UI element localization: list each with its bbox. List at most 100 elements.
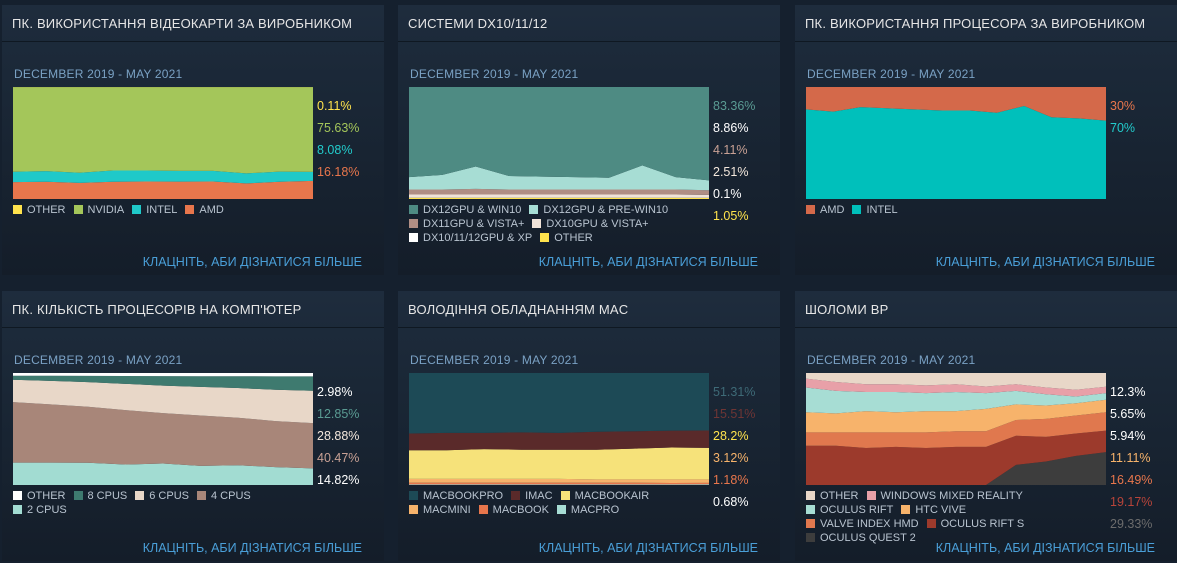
chart-canvas xyxy=(806,87,1106,199)
legend-item: OCULUS RIFT S xyxy=(926,517,1025,531)
legend-item: WINDOWS MIXED REALITY xyxy=(866,489,1023,503)
learn-more-link[interactable]: КЛАЦНІТЬ, АБИ ДІЗНАТИСЯ БІЛЬШЕ xyxy=(935,541,1155,555)
area-series-other xyxy=(806,373,1106,390)
legend-swatch xyxy=(409,233,418,242)
legend-swatch xyxy=(409,505,418,514)
current-value: 29.33% xyxy=(1110,517,1153,531)
legend-label: 4 CPUS xyxy=(211,490,251,502)
current-values: 0.11% 75.63% 8.08% 16.18% xyxy=(317,95,359,183)
legend-swatch xyxy=(73,491,83,500)
legend-swatch xyxy=(806,505,815,514)
legend-swatch xyxy=(13,505,22,514)
legend-label: OCULUS RIFT xyxy=(820,504,894,516)
legend-item: MACBOOK xyxy=(478,503,549,517)
stacked-area-chart xyxy=(806,87,1106,199)
area-series-amd xyxy=(806,87,1106,121)
panel-divider xyxy=(795,327,1177,328)
area-series-other xyxy=(13,373,313,377)
area-series-macbookpro xyxy=(409,373,709,434)
legend-label: MACBOOKAIR xyxy=(574,490,650,502)
legend-label: OCULUS RIFT S xyxy=(940,518,1025,530)
current-values: 30% 70% xyxy=(1110,95,1135,139)
chart-legend: OTHER NVIDIA INTEL AMD xyxy=(13,203,313,217)
legend-item: OTHER xyxy=(13,489,66,503)
area-series-4-cpus xyxy=(13,402,313,469)
legend-swatch xyxy=(13,205,22,214)
area-series-imac xyxy=(409,430,709,451)
date-range: DECEMBER 2019 - MAY 2021 xyxy=(14,353,183,367)
current-value: 19.17% xyxy=(1110,495,1153,509)
legend-swatch xyxy=(529,205,539,214)
chart-panel[interactable]: ШОЛОМИ ВР DECEMBER 2019 - MAY 2021 12.3% 5.… xyxy=(795,291,1177,561)
legend-swatch xyxy=(532,219,542,228)
legend-swatch xyxy=(806,519,815,528)
legend-swatch xyxy=(511,491,521,500)
learn-more-link[interactable]: КЛАЦНІТЬ, АБИ ДІЗНАТИСЯ БІЛЬШЕ xyxy=(538,255,758,269)
legend-item: HTC VIVE xyxy=(901,503,966,517)
legend-label: HTC VIVE xyxy=(915,504,967,516)
date-range: DECEMBER 2019 - MAY 2021 xyxy=(410,67,579,81)
legend-label: DX10GPU & VISTA+ xyxy=(546,218,649,230)
date-range: DECEMBER 2019 - MAY 2021 xyxy=(410,353,579,367)
area-series-8-cpus xyxy=(13,375,313,391)
chart-canvas xyxy=(409,373,709,485)
legend-swatch xyxy=(806,491,815,500)
learn-more-link[interactable]: КЛАЦНІТЬ, АБИ ДІЗНАТИСЯ БІЛЬШЕ xyxy=(142,541,362,555)
legend-item: MACMINI xyxy=(409,503,471,517)
current-values: 83.36% 8.86% 4.11% 2.51% 0.1% 1.05% xyxy=(713,95,755,227)
learn-more-link[interactable]: КЛАЦНІТЬ, АБИ ДІЗНАТИСЯ БІЛЬШЕ xyxy=(142,255,362,269)
chart-panel[interactable]: ПК. ВИКОРИСТАННЯ ПРОЦЕСОРА ЗА ВИРОБНИКОМ… xyxy=(795,5,1177,275)
chart-legend: DX12GPU & WIN10 DX12GPU & PRE-WIN10 DX11GP… xyxy=(409,203,709,245)
chart-legend: OTHER WINDOWS MIXED REALITY OCULUS RIFT HTC… xyxy=(806,489,1106,545)
legend-label: IMAC xyxy=(525,490,553,502)
legend-label: WINDOWS MIXED REALITY xyxy=(880,490,1023,502)
legend-swatch xyxy=(901,505,911,514)
current-values: 12.3% 5.65% 5.94% 11.11% 16.49% 19.17% 29.33% xyxy=(1110,381,1152,535)
legend-label: AMD xyxy=(820,204,845,216)
chart-panel[interactable]: ПК. КІЛЬКІСТЬ ПРОЦЕСОРІВ НА КОМП'ЮТЕР DEC… xyxy=(2,291,384,561)
legend-label: DX12GPU & WIN10 xyxy=(423,204,522,216)
stacked-area-chart xyxy=(409,373,709,485)
date-range: DECEMBER 2019 - MAY 2021 xyxy=(807,353,976,367)
legend-label: 6 CPUS xyxy=(149,490,189,502)
current-value: 70% xyxy=(1110,121,1136,135)
current-value: 40.47% xyxy=(317,451,360,465)
legend-swatch xyxy=(556,505,566,514)
legend-item: 8 CPUS xyxy=(73,489,127,503)
legend-item: MACBOOKAIR xyxy=(560,489,650,503)
legend-label: VALVE INDEX HMD xyxy=(820,518,919,530)
legend-swatch xyxy=(409,491,418,500)
legend-label: 2 CPUS xyxy=(27,504,67,516)
area-series-oculus-rift-s xyxy=(806,430,1106,485)
current-value: 28.2% xyxy=(713,429,749,443)
legend-swatch xyxy=(409,205,418,214)
legend-item: VALVE INDEX HMD xyxy=(806,517,919,531)
area-series-2-cpus xyxy=(13,462,313,485)
current-value: 75.63% xyxy=(317,121,360,135)
legend-item: DX10/11/12GPU & XP xyxy=(409,231,532,245)
learn-more-link[interactable]: КЛАЦНІТЬ, АБИ ДІЗНАТИСЯ БІЛЬШЕ xyxy=(538,541,758,555)
current-value: 15.51% xyxy=(713,407,756,421)
chart-panel[interactable]: ПК. ВИКОРИСТАННЯ ВІДЕОКАРТИ ЗА ВИРОБНИКО… xyxy=(2,5,384,275)
legend-swatch xyxy=(560,491,570,500)
legend-swatch xyxy=(13,491,22,500)
chart-panel[interactable]: СИСТЕМИ DX10/11/12 DECEMBER 2019 - MAY 20… xyxy=(398,5,780,275)
legend-swatch xyxy=(540,233,550,242)
panel-title: ПК. ВИКОРИСТАННЯ ВІДЕОКАРТИ ЗА ВИРОБНИКО… xyxy=(12,16,353,31)
chart-panel[interactable]: ВОЛОДІННЯ ОБЛАДНАННЯМ MAC DECEMBER 2019 -… xyxy=(398,291,780,561)
legend-swatch xyxy=(185,205,195,214)
current-value: 12.3% xyxy=(1110,385,1146,399)
legend-item: OCULUS RIFT xyxy=(806,503,893,517)
legend-label: MACPRO xyxy=(570,504,620,516)
legend-label: MACBOOKPRO xyxy=(423,490,504,502)
chart-legend: AMD INTEL xyxy=(806,203,1106,217)
stacked-area-chart xyxy=(13,87,313,199)
area-series-valve-index-hmd xyxy=(806,412,1106,449)
legend-item: OCULUS QUEST 2 xyxy=(806,531,916,545)
legend-swatch xyxy=(132,205,142,214)
learn-more-link[interactable]: КЛАЦНІТЬ, АБИ ДІЗНАТИСЯ БІЛЬШЕ xyxy=(935,255,1155,269)
area-series-6-cpus xyxy=(13,379,313,424)
area-series-dx12gpu-win10 xyxy=(409,87,709,181)
legend-item: OTHER xyxy=(806,489,859,503)
current-value: 2.51% xyxy=(713,165,749,179)
